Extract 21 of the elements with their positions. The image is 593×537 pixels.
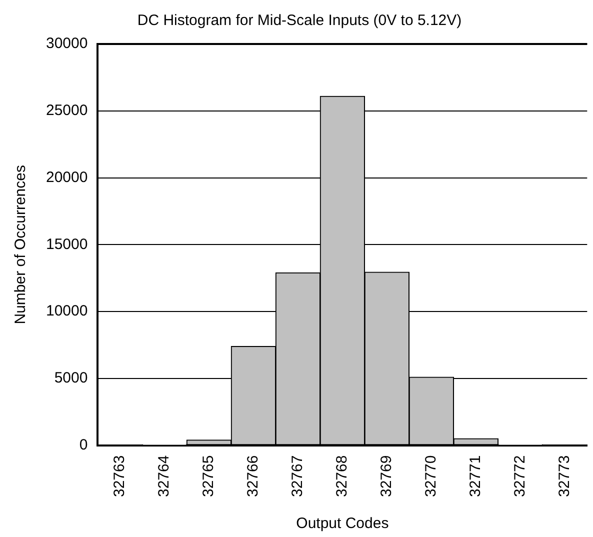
y-tick-label: 20000 (46, 168, 88, 186)
y-tick-label: 10000 (46, 302, 88, 320)
x-tick-label: 32771 (467, 455, 484, 498)
y-tick-label: 0 (79, 436, 88, 454)
y-tick-label: 30000 (46, 35, 88, 52)
y-tick-label: 15000 (46, 236, 88, 253)
chart-title: DC Histogram for Mid-Scale Inputs (0V to 5.12V) (137, 12, 462, 30)
x-tick-label: 32768 (334, 455, 351, 498)
x-tick-label: 32772 (512, 455, 529, 498)
x-axis-title: Output Codes (296, 515, 389, 532)
x-tick-label: 32766 (244, 455, 262, 498)
x-tick-label: 32773 (556, 455, 574, 498)
x-tick-label: 32769 (378, 455, 396, 498)
x-tick-label: 32765 (200, 455, 218, 498)
x-tick-label: 32763 (111, 455, 128, 498)
y-tick-label: 25000 (46, 102, 88, 120)
x-tick-label: 32770 (422, 455, 440, 498)
y-axis-title: Number of Occurrences (12, 165, 30, 324)
x-tick-label: 32764 (156, 455, 173, 498)
y-tick-label: 5000 (54, 370, 88, 387)
x-tick-label: 32767 (289, 455, 306, 498)
